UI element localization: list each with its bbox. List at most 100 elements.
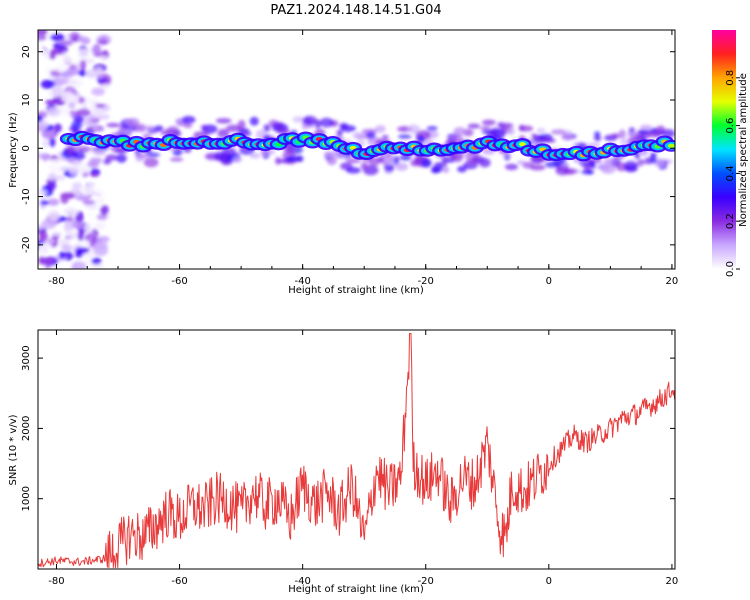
heatmap-blob [543,138,556,143]
heatmap-blob [48,137,56,148]
heatmap-blob [116,153,127,163]
heatmap-blob [215,118,232,124]
heatmap-blob [94,67,103,73]
heatmap-blob [589,160,596,170]
heatmap-blob [561,133,573,141]
heatmap-blob [296,155,304,163]
heatmap-blob [38,119,49,131]
colorbar-tick-label: 0.6 [725,118,736,134]
heatmap-blob [54,123,62,133]
spectrogram-y-tick-label: -20 [21,237,32,253]
heatmap-blob [87,114,96,123]
heatmap-blob [96,214,108,221]
snr-x-tick-label: 0 [546,576,552,587]
heatmap-blob [225,124,242,132]
heatmap-blob [319,117,334,128]
heatmap-blob [272,121,285,130]
snr-panel: -80 -60 -40 -20 0 20 1000 2000 3000 Height of s… [8,329,678,595]
heatmap-blob [40,79,56,89]
heatmap-blob [550,129,567,135]
heatmap-blob [65,94,80,104]
heatmap-blob [91,263,104,269]
heatmap-blob [48,172,57,181]
heatmap-blob [38,224,44,230]
heatmap-blob [77,35,87,43]
heatmap-blob [646,131,663,138]
heatmap-blob [38,249,46,257]
heatmap-blob [99,55,108,61]
heatmap-blob [51,232,62,237]
heatmap-blob [639,124,653,131]
heatmap-blob [481,119,496,126]
heatmap-blob [374,125,386,133]
spectrogram-y-tick-label: -10 [21,188,32,204]
heatmap-blob [169,157,184,162]
heatmap-blob [73,220,85,229]
heatmap-blob [46,107,61,117]
heatmap-blob [38,151,42,160]
heatmap-blob [127,117,140,128]
heatmap-blob [41,218,57,230]
heatmap-blob [105,154,119,161]
spectrogram-x-tick-label: -60 [171,276,187,287]
heatmap-blob [87,181,100,188]
heatmap-blob [47,209,60,222]
ridge-core [59,130,675,162]
heatmap-blob [54,175,65,180]
heatmap-blob [90,172,99,177]
heatmap-blob [536,127,546,134]
heatmap-blob [74,145,90,153]
heatmap-blob [79,59,87,71]
heatmap-blob [91,125,102,131]
heatmap-blob [395,162,409,171]
heatmap-blob [213,151,224,162]
heatmap-blob [63,221,72,233]
spectrogram-y-ticks: -20 -10 0 10 20 [21,45,675,253]
heatmap-blob [71,182,83,191]
heatmap-blob [398,134,412,139]
heatmap-blob [85,69,99,79]
heatmap-blob [76,262,85,269]
heatmap-blob [47,159,64,168]
colorbar-label: Normalized spectral amplitude [738,73,749,227]
heatmap-blob [66,230,82,239]
heatmap-blob [86,103,97,109]
heatmap-blob [376,157,386,163]
heatmap-blob [69,126,79,132]
spectrogram-x-tick-label: -20 [418,276,434,287]
heatmap-blob [77,48,90,61]
heatmap-blob [147,152,160,158]
heatmap-blob [555,166,570,176]
heatmap-blob [99,204,109,216]
heatmap-blob [92,43,102,55]
snr-series-line [38,333,675,569]
heatmap-blob [97,198,105,203]
heatmap-blob [431,167,440,174]
heatmap-blob [649,156,658,164]
heatmap-blob [67,156,76,163]
heatmap-blob [593,134,602,142]
heatmap-blob [164,127,175,135]
heatmap-blob [467,123,481,129]
heatmap-blob [366,131,376,140]
heatmap-blob [75,60,82,67]
spectrogram-x-label: Height of straight line (km) [288,285,424,296]
heatmap-blob [154,125,164,132]
colorbar-tick-label: 0.2 [725,213,736,229]
heatmap-blob [490,127,500,136]
heatmap-blob [141,125,157,131]
snr-x-label: Height of straight line (km) [288,584,424,595]
heatmap-blob [384,163,395,172]
heatmap-blob [522,161,535,169]
heatmap-blob [117,128,131,135]
heatmap-blob [78,239,91,248]
spectrogram-x-tick-label: 20 [666,276,679,287]
heatmap-blob [73,115,84,124]
heatmap-blob [93,185,109,195]
heatmap-blob [667,143,675,148]
spectrogram-x-tick-label: -80 [48,276,64,287]
heatmap-blob [97,73,104,80]
heatmap-blob [217,128,230,139]
heatmap-blob [326,155,337,166]
snr-frame [37,329,676,570]
